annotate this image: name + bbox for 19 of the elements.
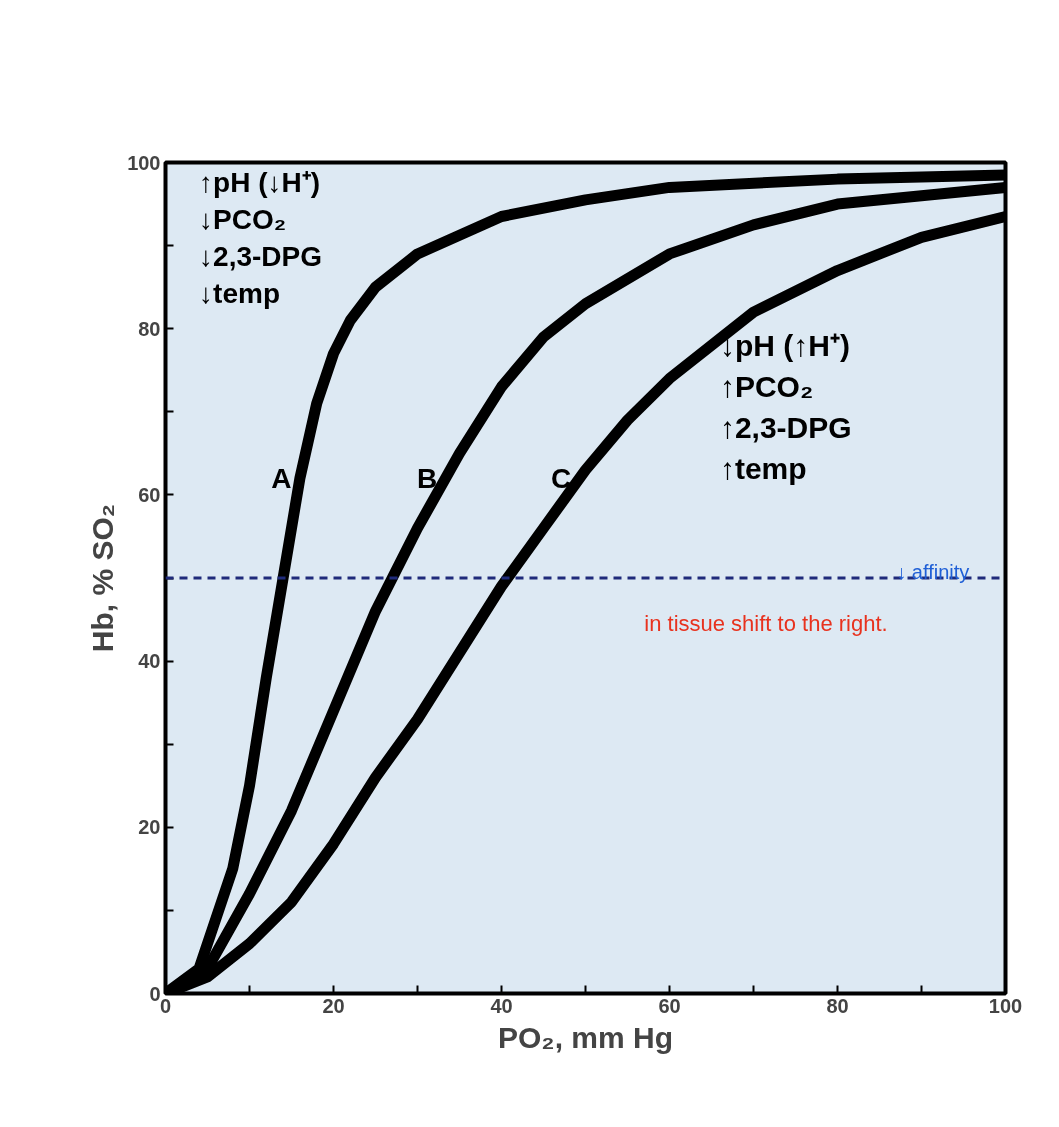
x-axis-title: PO₂, mm Hg xyxy=(497,1020,674,1054)
series-label: B xyxy=(416,462,438,494)
x-tick-label: 20 xyxy=(322,994,345,1017)
annotation: in tissue shift to the right. xyxy=(644,611,888,637)
y-axis-title: Hb, % SO₂ xyxy=(86,503,120,653)
y-tick-label: 40 xyxy=(138,650,161,673)
y-tick-label: 80 xyxy=(138,317,161,340)
series-label: A xyxy=(271,462,292,494)
annotation: ↓ affinity xyxy=(896,561,970,584)
annotation: ↑pH (↓H⁺) ↓PCO₂ ↓2,3-DPG ↓temp xyxy=(199,166,323,310)
x-tick-label: 60 xyxy=(658,994,681,1017)
series-label: C xyxy=(550,462,572,494)
y-tick-label: 100 xyxy=(127,151,161,174)
x-tick-label: 100 xyxy=(988,994,1023,1017)
x-tick-label: 80 xyxy=(826,994,849,1017)
y-tick-label: 60 xyxy=(138,483,161,506)
x-tick-label: 40 xyxy=(490,994,513,1017)
annotation: ↓pH (↑H⁺) ↑PCO₂ ↑2,3-DPG ↑temp xyxy=(719,328,852,486)
y-tick-label: 20 xyxy=(138,816,161,839)
